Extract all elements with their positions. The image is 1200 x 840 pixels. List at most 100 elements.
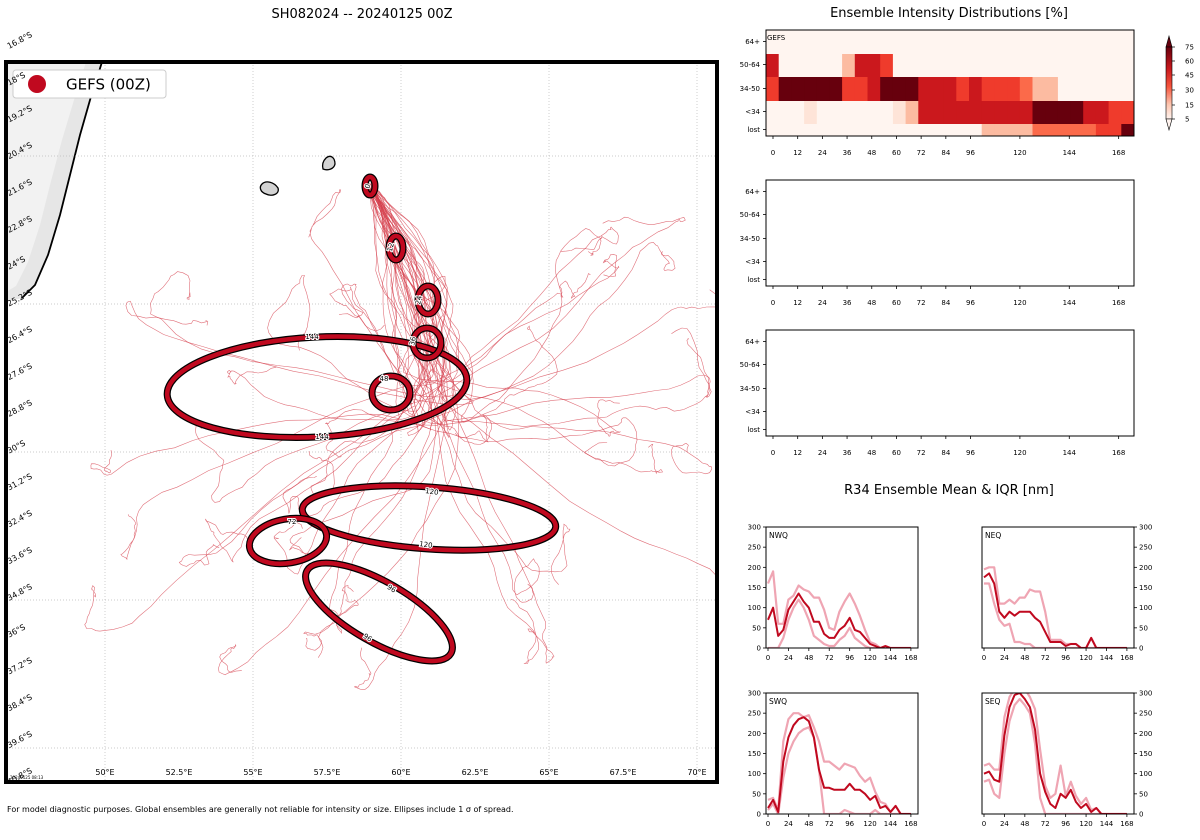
ensemble-track [369,187,571,585]
heatmap-cell [854,124,868,136]
heatmap-cell [854,77,868,101]
x-tick-label: 168 [1112,449,1125,457]
ellipse-120 [298,482,560,554]
heatmap-cell [1007,30,1021,54]
heatmap-cell [994,101,1008,124]
heatmap-cell [1045,30,1059,54]
intensity-title: Ensemble Intensity Distributions [%] [830,6,1068,21]
x-tick-label: 144 [1063,449,1077,457]
reunion-island [259,181,279,196]
x-tick-label: 0 [982,654,986,662]
x-tick-label: 24 [784,654,793,662]
y-tick-label: 0 [757,811,761,819]
heatmap-cell [880,30,894,54]
x-tick-label: 0 [771,299,775,307]
mean-line [767,716,911,814]
y-tick-label: 150 [748,750,761,758]
x-tick-label: 12 [793,449,802,457]
ellipse-72 [245,514,331,568]
ensemble-track [369,184,539,664]
heatmap-cell [854,101,868,124]
heatmap-cell [943,30,957,54]
heatmap-cell [994,30,1008,54]
heatmap-cell [931,124,945,136]
ensemble-track [218,185,469,676]
heatmap-cell [1045,124,1059,136]
x-tick-label: 144 [1100,820,1114,828]
heatmap-cell [981,124,995,136]
panel-frame [981,526,1135,649]
heatmap-cell [867,101,881,124]
heatmap-cell [816,101,830,124]
intensity-panel-2: 64+ 50-64 34-50 <34 lost 0 12 24 36 48 60 72 84 96 120… [740,179,1135,307]
x-tick-label: 60 [892,149,901,157]
x-tick-label: 96 [845,820,854,828]
heatmap-cell [804,54,818,77]
y-tick-label: 300 [748,524,761,532]
heatmap-cell [994,77,1008,101]
x-tick-label: 144 [1063,149,1077,157]
heatmap-cell [994,124,1008,136]
heatmap-cell [829,77,843,101]
heatmap-cell [956,30,970,54]
coastline [21,63,103,299]
heatmap-cell [931,101,945,124]
map-title: SH082024 -- 20240125 00Z [271,7,452,22]
x-tick-label: 168 [904,820,917,828]
heatmap-cell [816,124,830,136]
y-tick-label: 200 [1139,564,1152,572]
heatmap-cell [1070,54,1084,77]
y-tick-label: 300 [748,690,761,698]
heatmap-cell [1045,54,1059,77]
heatmap-cell [1095,124,1109,136]
heatmap-cell [829,30,843,54]
lon-label: 60°E [391,768,410,777]
heatmap-cell [905,30,919,54]
y-tick-label: 64+ [745,188,760,196]
heatmap-cell [981,77,995,101]
ellipse-12 [385,232,407,264]
heatmap-cell [943,124,957,136]
ensemble-track [308,183,448,495]
heatmap-cell [816,77,830,101]
x-tick-label: 120 [1013,299,1026,307]
heatmap-cell [892,54,906,77]
lon-label: 52.5°E [166,768,193,777]
lon-label: 62.5°E [462,768,489,777]
heatmap-cell [1019,124,1033,136]
x-tick-label: 168 [1120,820,1133,828]
x-tick-label: 72 [1041,654,1050,662]
heatmap-cell [918,101,932,124]
x-tick-label: 72 [917,299,926,307]
heatmap-cell [854,54,868,77]
heatmap-cell [791,30,805,54]
heatmap-cell [1007,101,1021,124]
x-tick-label: 48 [867,149,876,157]
iqr-lower-line [767,726,911,814]
quadrant-label: NEQ [985,531,1001,540]
y-tick-label: 34-50 [740,385,760,393]
heatmap-cell [918,30,932,54]
heatmap-cell [791,77,805,101]
x-tick-label: 0 [982,820,986,828]
heatmap-cell [1057,54,1071,77]
quadrant-label: SWQ [769,697,787,706]
ensemble-track [353,186,448,690]
x-tick-label: 72 [917,449,926,457]
map-frame [4,60,719,784]
y-tick-label: 100 [1139,770,1152,778]
ensemble-track [369,185,713,475]
ellipse-label-48: 48 [380,375,389,383]
x-tick-label: 96 [966,299,975,307]
ellipse-36 [409,324,445,362]
ensemble-track [371,183,686,408]
heatmap-cell [1121,54,1135,77]
colorbar-max-arrow [1165,34,1173,48]
heatmap-cell [1007,54,1021,77]
y-tick-label: 200 [1139,730,1152,738]
lat-label: 16.8°S [6,30,34,51]
ellipse-label-24: 24 [414,295,424,306]
heatmap-cell [1083,101,1097,124]
heatmap-cell [943,101,957,124]
colorbar-min-arrow [1165,118,1173,132]
